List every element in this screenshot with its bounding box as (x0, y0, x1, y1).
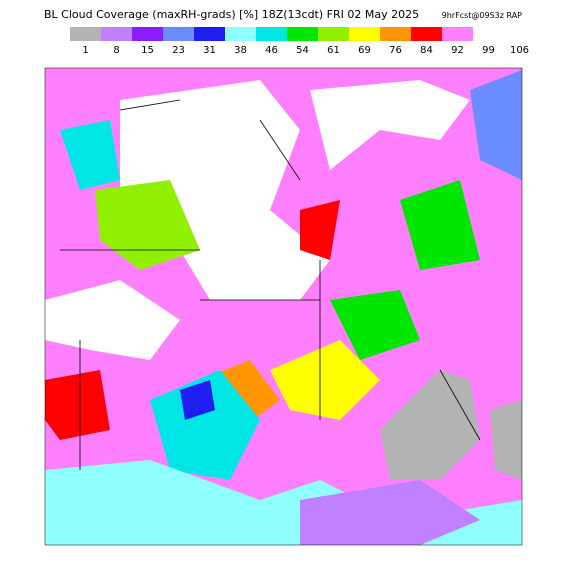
legend-label: 1 (82, 45, 88, 56)
legend-swatch (132, 27, 163, 41)
legend-label: 8 (113, 45, 119, 56)
legend-label: 15 (141, 45, 154, 56)
legend-label: 106 (510, 45, 529, 56)
legend-label: 99 (482, 45, 495, 56)
run-info: 9hrFcst@09S3z RAP (442, 11, 523, 20)
legend-label: 76 (389, 45, 402, 56)
legend-label: 38 (234, 45, 247, 56)
legend-swatch (70, 27, 101, 41)
legend-swatch (287, 27, 318, 41)
legend-swatch (504, 27, 535, 41)
legend-swatch (349, 27, 380, 41)
legend: 1 8 15 23 31 38 46 54 61 69 76 84 92 99 106 (70, 27, 535, 56)
legend-swatch (225, 27, 256, 41)
legend-swatch (101, 27, 132, 41)
map (44, 67, 523, 546)
legend-label: 92 (451, 45, 464, 56)
legend-label: 23 (172, 45, 185, 56)
legend-label: 54 (296, 45, 309, 56)
legend-label: 69 (358, 45, 371, 56)
legend-swatch (256, 27, 287, 41)
legend-swatch (380, 27, 411, 41)
legend-label: 61 (327, 45, 340, 56)
legend-swatch (473, 27, 504, 41)
legend-label: 84 (420, 45, 433, 56)
legend-swatch (411, 27, 442, 41)
legend-swatch (442, 27, 473, 41)
legend-swatch (194, 27, 225, 41)
legend-swatch (318, 27, 349, 41)
legend-label: 31 (203, 45, 216, 56)
legend-swatch (163, 27, 194, 41)
title: BL Cloud Coverage (maxRH-grads) [%] 18Z(… (44, 8, 419, 21)
legend-label: 46 (265, 45, 278, 56)
